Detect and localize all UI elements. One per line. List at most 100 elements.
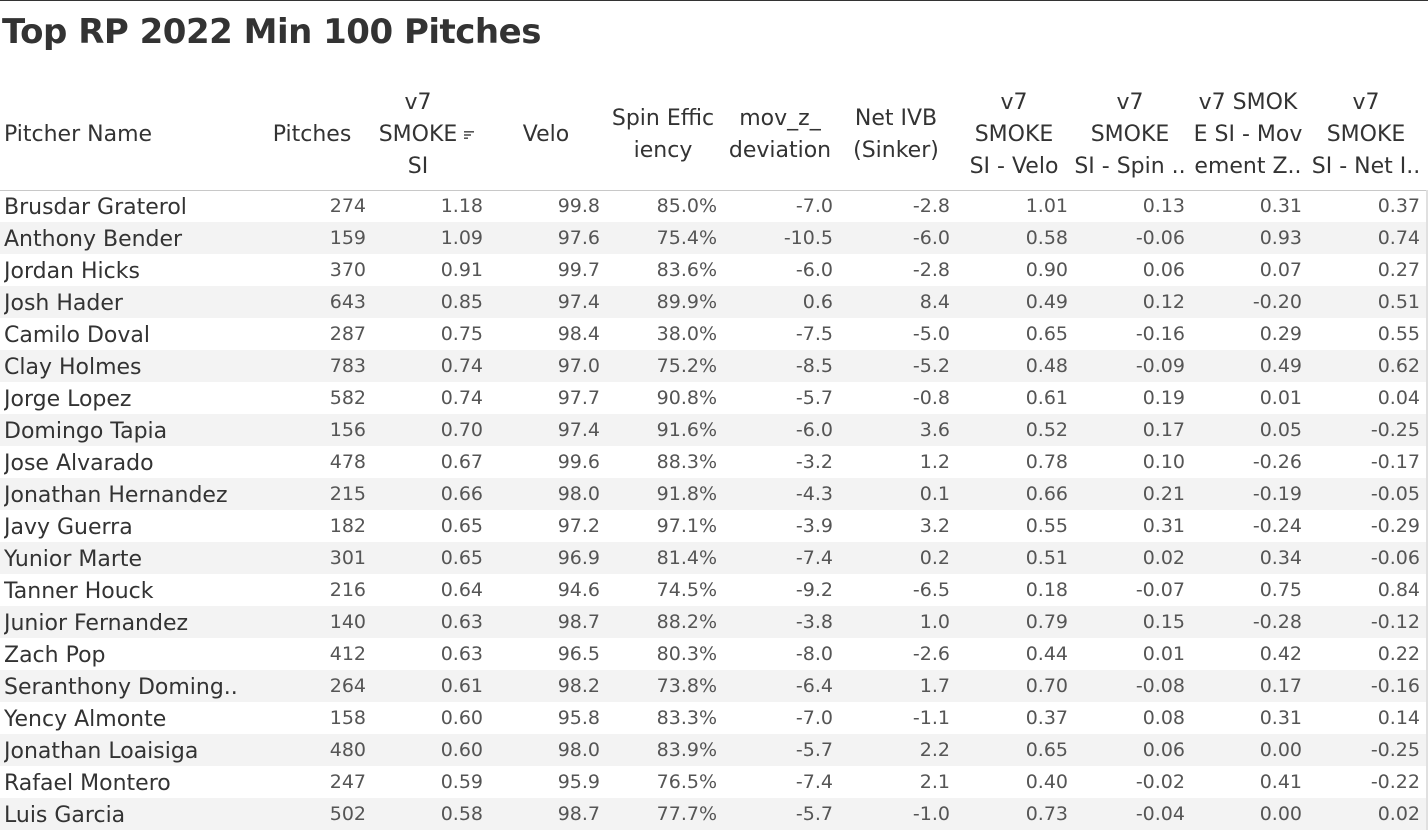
spin_eff-cell[interactable]: 80.3% xyxy=(656,643,717,665)
smoke_si-cell[interactable]: 0.74 xyxy=(440,387,483,409)
smoke_spin-cell[interactable]: 0.01 xyxy=(1142,643,1185,665)
smoke_spin-cell[interactable]: -0.16 xyxy=(1135,323,1185,345)
smoke_movz-cell[interactable]: 0.29 xyxy=(1259,323,1302,345)
smoke_movz-cell[interactable]: 0.05 xyxy=(1259,419,1302,441)
table-row[interactable]: Tanner Houck 216 0.64 94.6 74.5% -9.2 -6.5 0.18… xyxy=(0,574,1428,606)
smoke_si-cell[interactable]: 0.64 xyxy=(440,579,483,601)
column-header-pitches[interactable]: Pitches xyxy=(266,80,358,190)
pitches-cell[interactable]: 247 xyxy=(329,771,366,793)
pitches-cell[interactable]: 301 xyxy=(329,547,366,569)
smoke_velo-cell[interactable]: 0.51 xyxy=(1025,547,1068,569)
pitcher-name-cell[interactable]: Anthony Bender xyxy=(4,227,183,252)
spin_eff-cell[interactable]: 73.8% xyxy=(656,675,717,697)
velo-cell[interactable]: 96.5 xyxy=(557,643,600,665)
net_ivb-cell[interactable]: 3.6 xyxy=(919,419,950,441)
pitches-cell[interactable]: 215 xyxy=(329,483,366,505)
mov_z-cell[interactable]: -7.4 xyxy=(795,771,833,793)
smoke_netivb-cell[interactable]: -0.22 xyxy=(1370,771,1420,793)
velo-cell[interactable]: 96.9 xyxy=(557,547,600,569)
net_ivb-cell[interactable]: 0.2 xyxy=(919,547,950,569)
mov_z-cell[interactable]: -4.3 xyxy=(795,483,833,505)
pitcher-name-cell[interactable]: Yency Almonte xyxy=(4,707,167,732)
mov_z-cell[interactable]: -5.7 xyxy=(795,803,833,825)
smoke_spin-cell[interactable]: 0.06 xyxy=(1142,739,1185,761)
velo-cell[interactable]: 99.6 xyxy=(557,451,600,473)
velo-cell[interactable]: 97.4 xyxy=(557,291,600,313)
smoke_velo-cell[interactable]: 0.78 xyxy=(1025,451,1068,473)
pitcher-name-cell[interactable]: Clay Holmes xyxy=(4,355,142,380)
smoke_velo-cell[interactable]: 0.18 xyxy=(1025,579,1068,601)
smoke_netivb-cell[interactable]: -0.16 xyxy=(1370,675,1420,697)
smoke_spin-cell[interactable]: -0.07 xyxy=(1135,579,1185,601)
smoke_netivb-cell[interactable]: 0.37 xyxy=(1377,195,1420,217)
pitches-cell[interactable]: 158 xyxy=(329,707,366,729)
spin_eff-cell[interactable]: 77.7% xyxy=(656,803,717,825)
net_ivb-cell[interactable]: -0.8 xyxy=(912,387,950,409)
spin_eff-cell[interactable]: 74.5% xyxy=(656,579,717,601)
smoke_si-cell[interactable]: 0.60 xyxy=(440,707,483,729)
column-header-smoke_netivb[interactable]: v7 SMOKE SI - Net I.. xyxy=(1306,80,1426,190)
spin_eff-cell[interactable]: 75.4% xyxy=(656,227,717,249)
smoke_movz-cell[interactable]: 0.01 xyxy=(1259,387,1302,409)
smoke_spin-cell[interactable]: -0.02 xyxy=(1135,771,1185,793)
vertical-scrollbar[interactable] xyxy=(1426,190,1428,830)
pitcher-name-cell[interactable]: Tanner Houck xyxy=(4,579,154,604)
pitches-cell[interactable]: 582 xyxy=(329,387,366,409)
smoke_netivb-cell[interactable]: -0.25 xyxy=(1370,419,1420,441)
smoke_spin-cell[interactable]: 0.15 xyxy=(1142,611,1185,633)
net_ivb-cell[interactable]: -6.5 xyxy=(912,579,950,601)
velo-cell[interactable]: 95.8 xyxy=(557,707,600,729)
velo-cell[interactable]: 98.7 xyxy=(557,803,600,825)
net_ivb-cell[interactable]: -2.6 xyxy=(912,643,950,665)
smoke_si-cell[interactable]: 0.91 xyxy=(440,259,483,281)
column-header-pitcher[interactable]: Pitcher Name xyxy=(4,80,264,190)
table-row[interactable]: Junior Fernandez 140 0.63 98.7 88.2% -3.8 1.0 0… xyxy=(0,606,1428,638)
smoke_spin-cell[interactable]: 0.13 xyxy=(1142,195,1185,217)
mov_z-cell[interactable]: -7.5 xyxy=(795,323,833,345)
mov_z-cell[interactable]: -5.7 xyxy=(795,387,833,409)
smoke_velo-cell[interactable]: 0.65 xyxy=(1025,739,1068,761)
smoke_velo-cell[interactable]: 0.58 xyxy=(1025,227,1068,249)
table-row[interactable]: Zach Pop 412 0.63 96.5 80.3% -8.0 -2.6 0.44 0.01… xyxy=(0,638,1428,670)
smoke_si-cell[interactable]: 0.63 xyxy=(440,611,483,633)
mov_z-cell[interactable]: -3.9 xyxy=(795,515,833,537)
smoke_si-cell[interactable]: 0.70 xyxy=(440,419,483,441)
table-row[interactable]: Jonathan Loaisiga 480 0.60 98.0 83.9% -5.7 2.2… xyxy=(0,734,1428,766)
mov_z-cell[interactable]: -7.0 xyxy=(795,707,833,729)
smoke_movz-cell[interactable]: 0.34 xyxy=(1259,547,1302,569)
mov_z-cell[interactable]: -6.0 xyxy=(795,259,833,281)
smoke_velo-cell[interactable]: 0.66 xyxy=(1025,483,1068,505)
pitcher-name-cell[interactable]: Jose Alvarado xyxy=(4,451,154,476)
net_ivb-cell[interactable]: 0.1 xyxy=(919,483,950,505)
smoke_spin-cell[interactable]: -0.09 xyxy=(1135,355,1185,377)
net_ivb-cell[interactable]: -2.8 xyxy=(912,195,950,217)
smoke_spin-cell[interactable]: 0.06 xyxy=(1142,259,1185,281)
spin_eff-cell[interactable]: 83.3% xyxy=(656,707,717,729)
smoke_velo-cell[interactable]: 0.65 xyxy=(1025,323,1068,345)
net_ivb-cell[interactable]: -1.1 xyxy=(912,707,950,729)
velo-cell[interactable]: 97.7 xyxy=(557,387,600,409)
pitcher-name-cell[interactable]: Domingo Tapia xyxy=(4,419,168,444)
pitcher-name-cell[interactable]: Rafael Montero xyxy=(4,771,171,796)
smoke_si-cell[interactable]: 0.65 xyxy=(440,547,483,569)
pitches-cell[interactable]: 182 xyxy=(329,515,366,537)
smoke_spin-cell[interactable]: 0.10 xyxy=(1142,451,1185,473)
smoke_si-cell[interactable]: 0.59 xyxy=(440,771,483,793)
spin_eff-cell[interactable]: 88.2% xyxy=(656,611,717,633)
pitcher-name-cell[interactable]: Josh Hader xyxy=(4,291,123,316)
pitches-cell[interactable]: 412 xyxy=(329,643,366,665)
net_ivb-cell[interactable]: -5.0 xyxy=(912,323,950,345)
pitcher-name-cell[interactable]: Jordan Hicks xyxy=(4,259,140,284)
smoke_spin-cell[interactable]: 0.31 xyxy=(1142,515,1185,537)
smoke_si-cell[interactable]: 1.09 xyxy=(440,227,483,249)
column-header-smoke_movz[interactable]: v7 SMOK E SI - Mov ement Z.. xyxy=(1190,80,1306,190)
smoke_netivb-cell[interactable]: 0.27 xyxy=(1377,259,1420,281)
table-row[interactable]: Jorge Lopez 582 0.74 97.7 90.8% -5.7 -0.8 0.61 0… xyxy=(0,382,1428,414)
pitches-cell[interactable]: 287 xyxy=(329,323,366,345)
column-header-smoke_spin[interactable]: v7 SMOKE SI - Spin .. xyxy=(1070,80,1190,190)
pitches-cell[interactable]: 502 xyxy=(329,803,366,825)
spin_eff-cell[interactable]: 76.5% xyxy=(656,771,717,793)
table-row[interactable]: Anthony Bender 159 1.09 97.6 75.4% -10.5 -6.0 0… xyxy=(0,222,1428,254)
mov_z-cell[interactable]: -8.0 xyxy=(795,643,833,665)
spin_eff-cell[interactable]: 85.0% xyxy=(656,195,717,217)
